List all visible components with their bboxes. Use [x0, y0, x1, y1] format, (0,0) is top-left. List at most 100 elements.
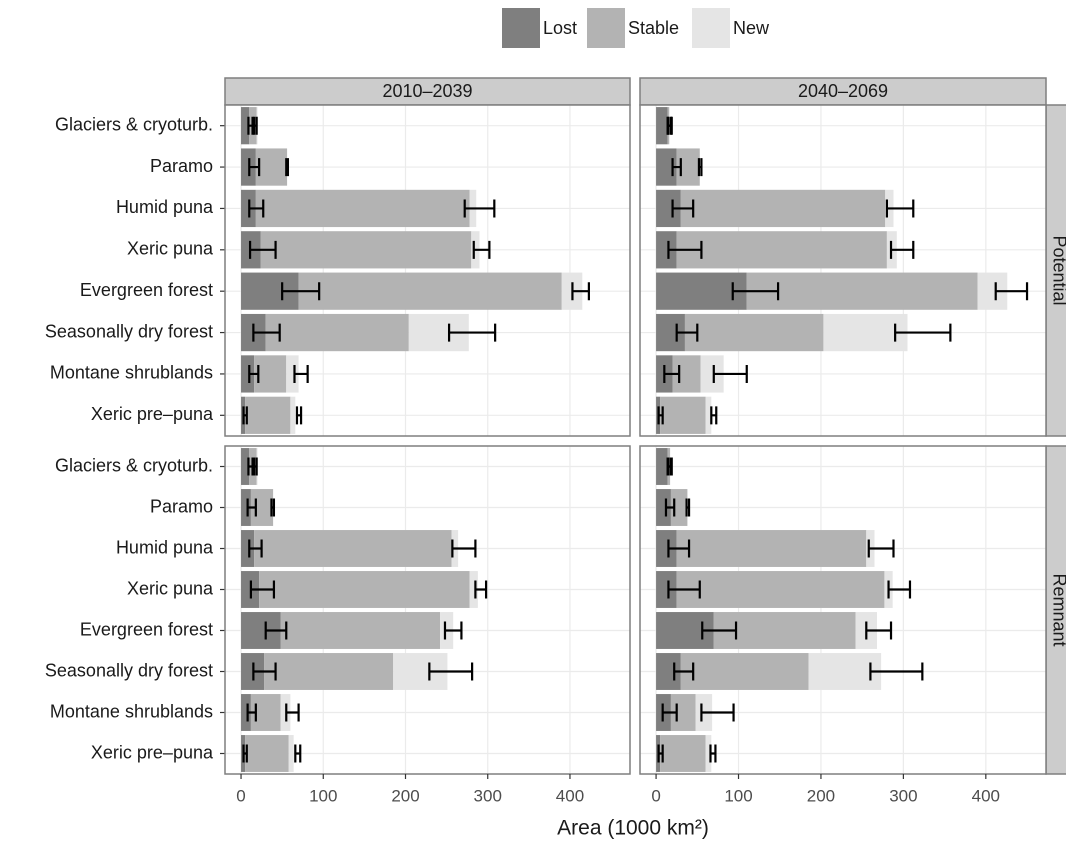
error-bar [661, 703, 678, 722]
error-bar [247, 457, 254, 476]
error-bar [685, 498, 691, 517]
x-tick-label: 200 [807, 786, 835, 805]
bar-segment [241, 530, 255, 567]
error-bar [671, 158, 682, 177]
y-tick-label: Xeric puna [127, 578, 214, 598]
legend-label: Lost [543, 18, 577, 38]
error-bar [249, 580, 276, 599]
bar-segment [656, 571, 677, 608]
bar-segment [254, 355, 287, 393]
error-bar [294, 744, 302, 763]
bar-segment [656, 148, 677, 186]
x-tick-label: 0 [236, 786, 245, 805]
legend-swatch [587, 8, 625, 48]
bar-segment [808, 653, 882, 690]
panel-border [639, 104, 1047, 437]
bar-segment [676, 148, 700, 186]
facet-strip [224, 77, 631, 106]
error-bar [673, 662, 695, 681]
bar-segment [255, 148, 288, 186]
error-bar [667, 457, 673, 476]
bar-segment [656, 107, 668, 145]
error-bar [451, 539, 477, 558]
x-tick-label: 200 [391, 786, 419, 805]
y-tick-label: Seasonally dry forest [45, 321, 213, 341]
error-bar [700, 703, 735, 722]
bar-segment [280, 612, 441, 649]
error-bar [293, 364, 309, 383]
error-bar [710, 406, 718, 425]
bar-segment [469, 571, 478, 608]
bar-segment [254, 530, 452, 567]
bar-segment [250, 489, 274, 526]
bar-segment [823, 313, 908, 352]
bar-segment [286, 355, 299, 393]
error-bar [447, 323, 497, 342]
y-tick-label: Xeric pre–puna [91, 742, 214, 762]
facet-label: 2040–2069 [798, 81, 888, 101]
y-tick-label: Paramo [150, 156, 213, 176]
y-tick-label: Montane shrublands [50, 363, 213, 383]
bar-segment [241, 694, 251, 731]
error-bar [248, 539, 263, 558]
x-tick-label: 400 [972, 786, 1000, 805]
error-bar [285, 158, 290, 177]
bar-segment [241, 489, 251, 526]
bar-segment [241, 107, 250, 145]
error-bar [663, 364, 681, 383]
error-bar [709, 744, 717, 763]
bar-segment [705, 735, 712, 772]
error-bar [671, 199, 695, 218]
x-tick-label: 100 [309, 786, 337, 805]
bar-segment [245, 735, 289, 772]
y-tick-label: Glaciers & cryoturb. [55, 114, 213, 134]
error-bar [248, 240, 277, 259]
error-bar [248, 199, 265, 218]
bar-segment [660, 735, 706, 772]
error-bar [667, 240, 703, 259]
x-tick-label: 300 [889, 786, 917, 805]
error-bar [472, 240, 491, 259]
error-bar [285, 703, 300, 722]
error-bar [252, 662, 277, 681]
error-bar [571, 282, 590, 301]
y-tick-label: Xeric puna [127, 239, 214, 259]
bar-segment [656, 489, 671, 526]
error-bar [867, 539, 895, 558]
error-bar [463, 199, 496, 218]
x-tick-label: 0 [651, 786, 660, 805]
bar-segment [746, 272, 978, 310]
bar-segment [660, 396, 706, 434]
bar-segment [700, 355, 724, 393]
bar-segment [705, 396, 712, 434]
bar-segment [265, 313, 409, 352]
bar-segment [656, 231, 677, 269]
bar-segment [241, 448, 250, 485]
x-axis-label: Area (1000 km²) [557, 817, 709, 840]
error-bar [246, 498, 257, 517]
error-bar [428, 662, 474, 681]
legend-label: Stable [628, 18, 679, 38]
facet-label: Potential [1049, 235, 1066, 305]
error-bar [253, 457, 258, 476]
error-bar [246, 703, 257, 722]
error-bar [701, 621, 738, 640]
error-bar [252, 323, 281, 342]
x-tick-label: 400 [556, 786, 584, 805]
error-bar [712, 364, 748, 383]
error-bar [248, 364, 260, 383]
x-tick-label: 100 [724, 786, 752, 805]
error-bar [675, 323, 699, 342]
y-tick-label: Evergreen forest [80, 619, 213, 639]
y-tick-label: Evergreen forest [80, 280, 213, 300]
error-bar [697, 158, 703, 177]
bar-segment [670, 489, 688, 526]
error-bar [657, 406, 664, 425]
facet-strip [639, 77, 1047, 106]
bar-segment [255, 189, 470, 228]
error-bar [664, 498, 676, 517]
error-bar [443, 621, 463, 640]
bar-segment [260, 231, 472, 269]
y-tick-label: Humid puna [116, 197, 214, 217]
